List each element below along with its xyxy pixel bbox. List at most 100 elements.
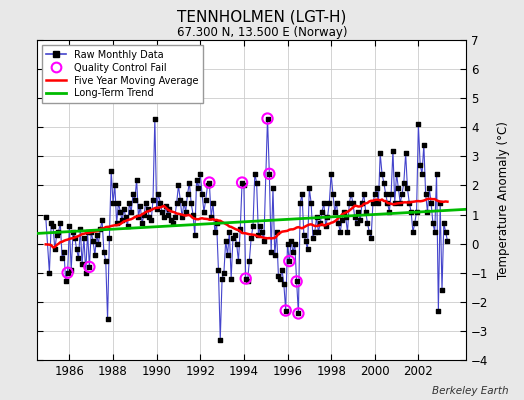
Point [94, 240, 103, 247]
Point [105, 235, 114, 241]
Point [111, 182, 119, 189]
Point [176, 197, 184, 203]
Point [292, 278, 301, 285]
Point [113, 220, 121, 226]
Point [269, 185, 277, 192]
Point [420, 142, 428, 148]
Point [122, 214, 130, 221]
Point [309, 235, 317, 241]
Point [119, 206, 128, 212]
Point [258, 229, 266, 235]
Point [374, 200, 383, 206]
Point [212, 220, 221, 226]
Point [60, 249, 68, 256]
Point [65, 223, 73, 229]
Point [342, 214, 350, 221]
Point [381, 191, 390, 197]
Point [138, 220, 146, 226]
Point [396, 200, 405, 206]
Point [264, 115, 272, 122]
Point [156, 200, 165, 206]
Point [356, 217, 364, 224]
Point [265, 171, 274, 177]
Point [234, 258, 243, 264]
Point [287, 238, 296, 244]
Point [82, 270, 90, 276]
Point [389, 147, 397, 154]
Point [218, 275, 226, 282]
Point [414, 121, 422, 128]
Point [363, 220, 372, 226]
Text: 67.300 N, 13.500 E (Norway): 67.300 N, 13.500 E (Norway) [177, 26, 347, 39]
Point [69, 229, 77, 235]
Point [336, 229, 344, 235]
Point [412, 208, 421, 215]
Point [225, 229, 234, 235]
Point [250, 171, 259, 177]
Point [229, 235, 237, 241]
Point [92, 232, 101, 238]
Point [220, 270, 228, 276]
Point [52, 232, 61, 238]
Point [89, 238, 97, 244]
Point [373, 185, 381, 192]
Point [243, 278, 252, 285]
Point [102, 258, 110, 264]
Point [367, 235, 375, 241]
Point [245, 258, 254, 264]
Point [238, 179, 246, 186]
Point [416, 162, 424, 168]
Point [247, 235, 255, 241]
Point [267, 249, 275, 256]
Point [343, 229, 352, 235]
Point [285, 258, 293, 264]
Point [298, 191, 306, 197]
Point [242, 275, 250, 282]
Point [185, 179, 193, 186]
Point [291, 240, 299, 247]
Point [116, 208, 125, 215]
Point [410, 220, 419, 226]
Point [407, 208, 416, 215]
Point [72, 246, 81, 253]
Point [107, 168, 115, 174]
Point [196, 171, 204, 177]
Point [425, 185, 433, 192]
Point [85, 264, 94, 270]
Point [307, 200, 315, 206]
Text: TENNHOLMEN (LGT-H): TENNHOLMEN (LGT-H) [177, 10, 347, 25]
Point [380, 179, 388, 186]
Point [390, 200, 399, 206]
Point [172, 200, 181, 206]
Point [281, 307, 290, 314]
Point [71, 235, 79, 241]
Legend: Raw Monthly Data, Quality Control Fail, Five Year Moving Average, Long-Term Tren: Raw Monthly Data, Quality Control Fail, … [41, 45, 203, 103]
Point [256, 223, 265, 229]
Point [58, 255, 67, 261]
Point [127, 208, 135, 215]
Point [434, 307, 443, 314]
Point [130, 197, 139, 203]
Point [274, 272, 282, 279]
Point [436, 200, 444, 206]
Point [327, 171, 335, 177]
Point [296, 200, 304, 206]
Point [323, 214, 332, 221]
Point [205, 179, 214, 186]
Point [161, 203, 170, 209]
Point [194, 185, 203, 192]
Point [207, 214, 215, 221]
Point [392, 171, 401, 177]
Point [345, 200, 354, 206]
Point [181, 208, 190, 215]
Point [61, 278, 70, 285]
Point [163, 211, 172, 218]
Point [265, 171, 274, 177]
Point [134, 214, 143, 221]
Point [150, 115, 159, 122]
Point [100, 249, 108, 256]
Point [264, 115, 272, 122]
Point [441, 229, 450, 235]
Point [369, 200, 377, 206]
Point [103, 316, 112, 322]
